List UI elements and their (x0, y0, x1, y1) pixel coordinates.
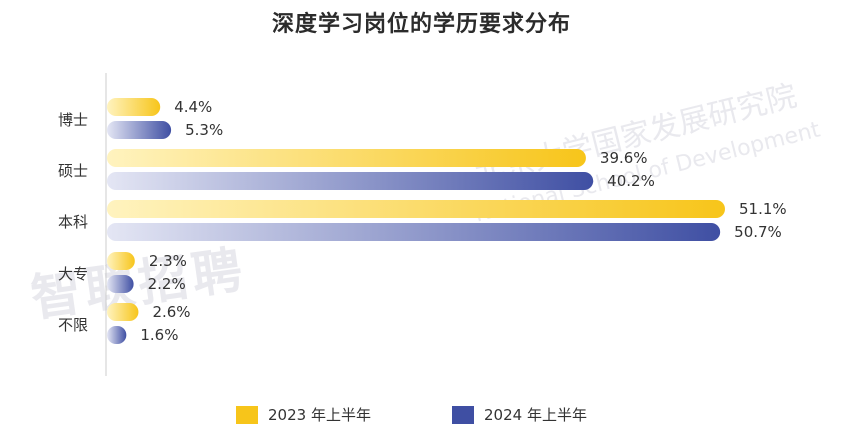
legend-label-2024: 2024 年上半年 (484, 406, 587, 424)
bar-2024 (107, 326, 127, 344)
data-label-2023: 2.3% (149, 252, 187, 270)
bar-2024 (107, 121, 172, 139)
data-label-2024: 50.7% (734, 223, 782, 241)
bar-2023 (107, 303, 139, 321)
data-label-2023: 4.4% (174, 98, 212, 116)
data-label-2024: 5.3% (185, 121, 223, 139)
data-label-2024: 2.2% (148, 275, 186, 293)
category-label: 本科 (58, 213, 88, 231)
data-label-2023: 2.6% (152, 303, 190, 321)
chart-title: 深度学习岗位的学历要求分布 (271, 12, 571, 37)
legend-2024: 2024 年上半年 (452, 404, 587, 425)
legend-label-2023: 2023 年上半年 (268, 406, 371, 424)
bar-2024 (107, 172, 594, 190)
bar-2023 (107, 98, 161, 116)
category-label: 博士 (58, 111, 88, 129)
data-label-2023: 51.1% (739, 200, 787, 218)
data-label-2023: 39.6% (600, 149, 648, 167)
data-label-2024: 1.6% (140, 326, 178, 344)
category-label: 不限 (58, 316, 88, 334)
data-label-2024: 40.2% (607, 172, 655, 190)
bar-2023 (107, 200, 725, 218)
legend-2023: 2023 年上半年 (236, 404, 371, 425)
bar-2023 (107, 252, 135, 270)
legend-swatch-2023 (236, 405, 258, 424)
bar-2023 (107, 149, 586, 167)
category-label: 大专 (58, 265, 88, 283)
category-label: 硕士 (58, 162, 88, 180)
bar-2024 (107, 275, 134, 293)
legend-swatch-2024 (452, 405, 474, 424)
bar-2024 (107, 223, 721, 241)
